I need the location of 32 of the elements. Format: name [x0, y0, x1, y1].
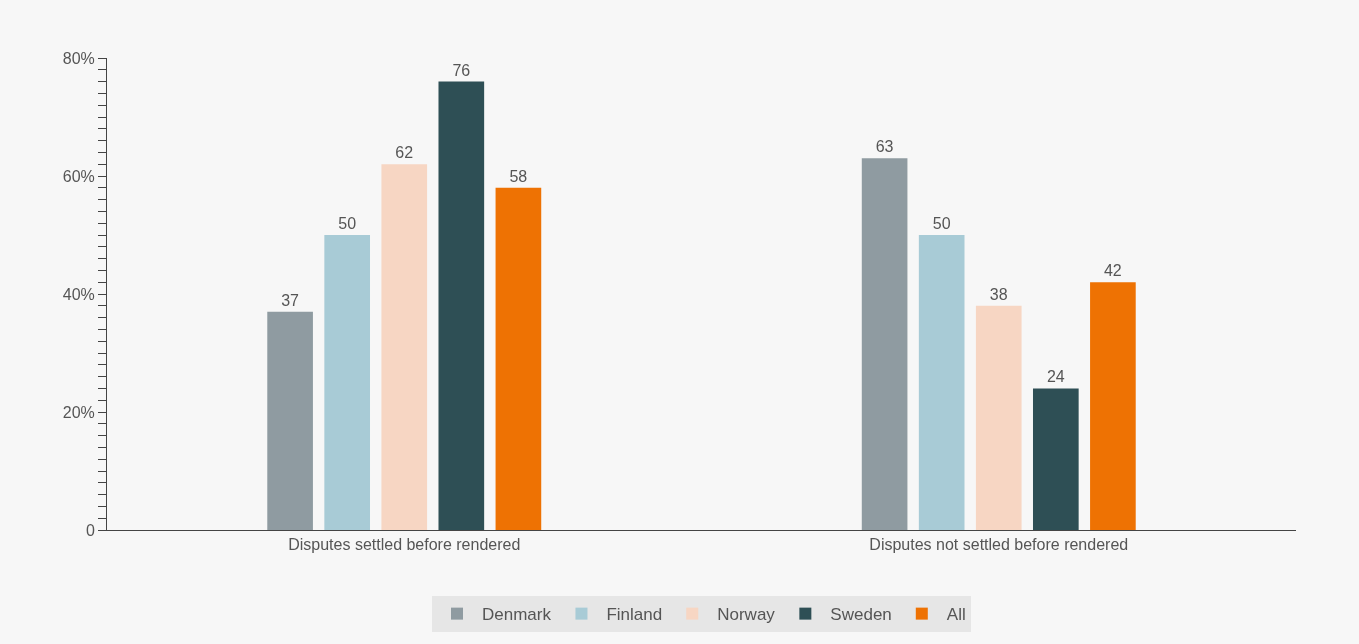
legend-label: Norway	[717, 605, 776, 625]
data-label: 38	[989, 285, 1008, 303]
bar	[1090, 282, 1136, 530]
data-label: 50	[932, 215, 951, 232]
x-tick-label: Disputes settled before rendered	[288, 536, 521, 554]
data-label: 50	[338, 215, 357, 232]
y-tick-label: 40%	[62, 285, 95, 303]
bar	[381, 164, 428, 530]
bar	[918, 235, 965, 530]
data-label: 62	[395, 144, 414, 162]
legend-label: All	[946, 605, 966, 625]
bar	[1032, 388, 1079, 530]
bar	[861, 158, 908, 530]
bar	[495, 187, 542, 530]
y-tick-label: 60%	[62, 167, 95, 185]
data-label: 76	[452, 61, 471, 79]
bar	[975, 305, 1022, 530]
x-tick-label: Disputes not settled before rendered	[869, 536, 1129, 554]
y-tick-label: 20%	[62, 403, 95, 421]
y-tick-label: 80%	[62, 49, 95, 67]
y-tick-label: 0	[85, 521, 95, 539]
data-label: 58	[509, 167, 528, 185]
legend-label: Denmark	[482, 605, 552, 625]
legend-label: Sweden	[830, 605, 892, 625]
data-label: 63	[875, 138, 894, 156]
data-label: 24	[1046, 368, 1065, 386]
bar	[324, 235, 371, 530]
legend-label: Finland	[606, 605, 663, 625]
data-label: 37	[281, 291, 300, 309]
data-label: 42	[1103, 262, 1122, 280]
bar	[267, 311, 313, 530]
bar	[438, 81, 485, 530]
